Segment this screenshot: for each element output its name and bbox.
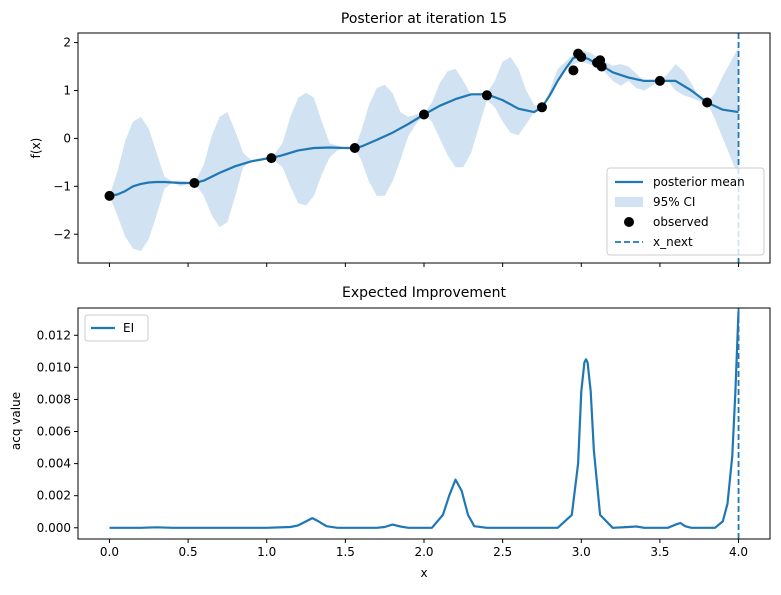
observed-point xyxy=(537,102,547,113)
ei-panel: 0.0 0.5 1.0 1.5 2.0 2.5 3.0 3.5 4.0 0.000 0.002 0.0… xyxy=(37,307,771,559)
observed-point xyxy=(576,52,587,62)
y-tick-label: 0.004 xyxy=(37,457,71,471)
legend-mean-label: posterior mean xyxy=(653,175,745,189)
legend-observed-swatch xyxy=(624,217,634,227)
posterior-panel: −2 −1 0 1 2 posterior mean 95% CI observed x_nex… xyxy=(53,32,771,267)
y-tick-label: 0 xyxy=(63,131,71,145)
legend-ci-label: 95% CI xyxy=(653,195,695,209)
y-tick-label: 0.002 xyxy=(37,489,71,503)
posterior-ylabel: f(x) xyxy=(29,138,43,159)
y-tick-label: −2 xyxy=(53,227,71,241)
y-tick-label: 0.008 xyxy=(37,392,71,406)
observed-point xyxy=(104,190,115,201)
y-tick-label: 0.000 xyxy=(37,521,71,535)
ci-band xyxy=(109,47,739,252)
legend-box xyxy=(84,314,149,342)
x-tick-label: 1.5 xyxy=(336,545,355,559)
ei-line xyxy=(109,311,740,529)
observed-point xyxy=(654,75,665,86)
observed-point xyxy=(702,97,713,108)
y-tick-label: 2 xyxy=(63,36,71,50)
ei-title: Expected Improvement xyxy=(342,285,506,301)
x-tick-label: 4.0 xyxy=(729,545,748,559)
axes-frame xyxy=(77,307,771,540)
x-tick-label: 2.0 xyxy=(414,545,433,559)
y-tick-label: 0.010 xyxy=(37,360,71,374)
legend: EI xyxy=(84,314,149,342)
legend-ci-swatch xyxy=(615,197,643,207)
x-tick-label: 3.0 xyxy=(572,545,591,559)
observed-point xyxy=(189,178,200,188)
ei-ylabel: acq value xyxy=(9,392,23,450)
legend-box xyxy=(606,167,765,256)
legend-ei-label: EI xyxy=(123,321,134,335)
x-tick-label: 0.5 xyxy=(179,545,198,559)
observed-point xyxy=(481,90,492,101)
x-tick-label: 1.0 xyxy=(257,545,276,559)
y-tick-label: 0.006 xyxy=(37,425,71,439)
plot-area xyxy=(109,308,740,539)
observed-point xyxy=(568,65,579,76)
y-tick-label: −1 xyxy=(53,179,71,193)
observed-point xyxy=(419,109,429,120)
y-tick-label: 0.012 xyxy=(37,328,71,342)
observed-point xyxy=(349,143,360,153)
ei-xlabel: x xyxy=(420,566,427,580)
legend-observed-label: observed xyxy=(653,215,709,229)
observed-point xyxy=(266,153,277,164)
observed-point xyxy=(596,61,607,72)
x-tick-label: 3.5 xyxy=(650,545,669,559)
legend: posterior mean 95% CI observed x_next xyxy=(606,167,765,256)
legend-xnext-label: x_next xyxy=(653,235,693,249)
y-tick-label: 1 xyxy=(63,84,71,98)
x-tick-label: 2.5 xyxy=(493,545,512,559)
posterior-title: Posterior at iteration 15 xyxy=(341,11,507,27)
plot-area xyxy=(104,33,740,263)
x-tick-label: 0.0 xyxy=(100,545,119,559)
